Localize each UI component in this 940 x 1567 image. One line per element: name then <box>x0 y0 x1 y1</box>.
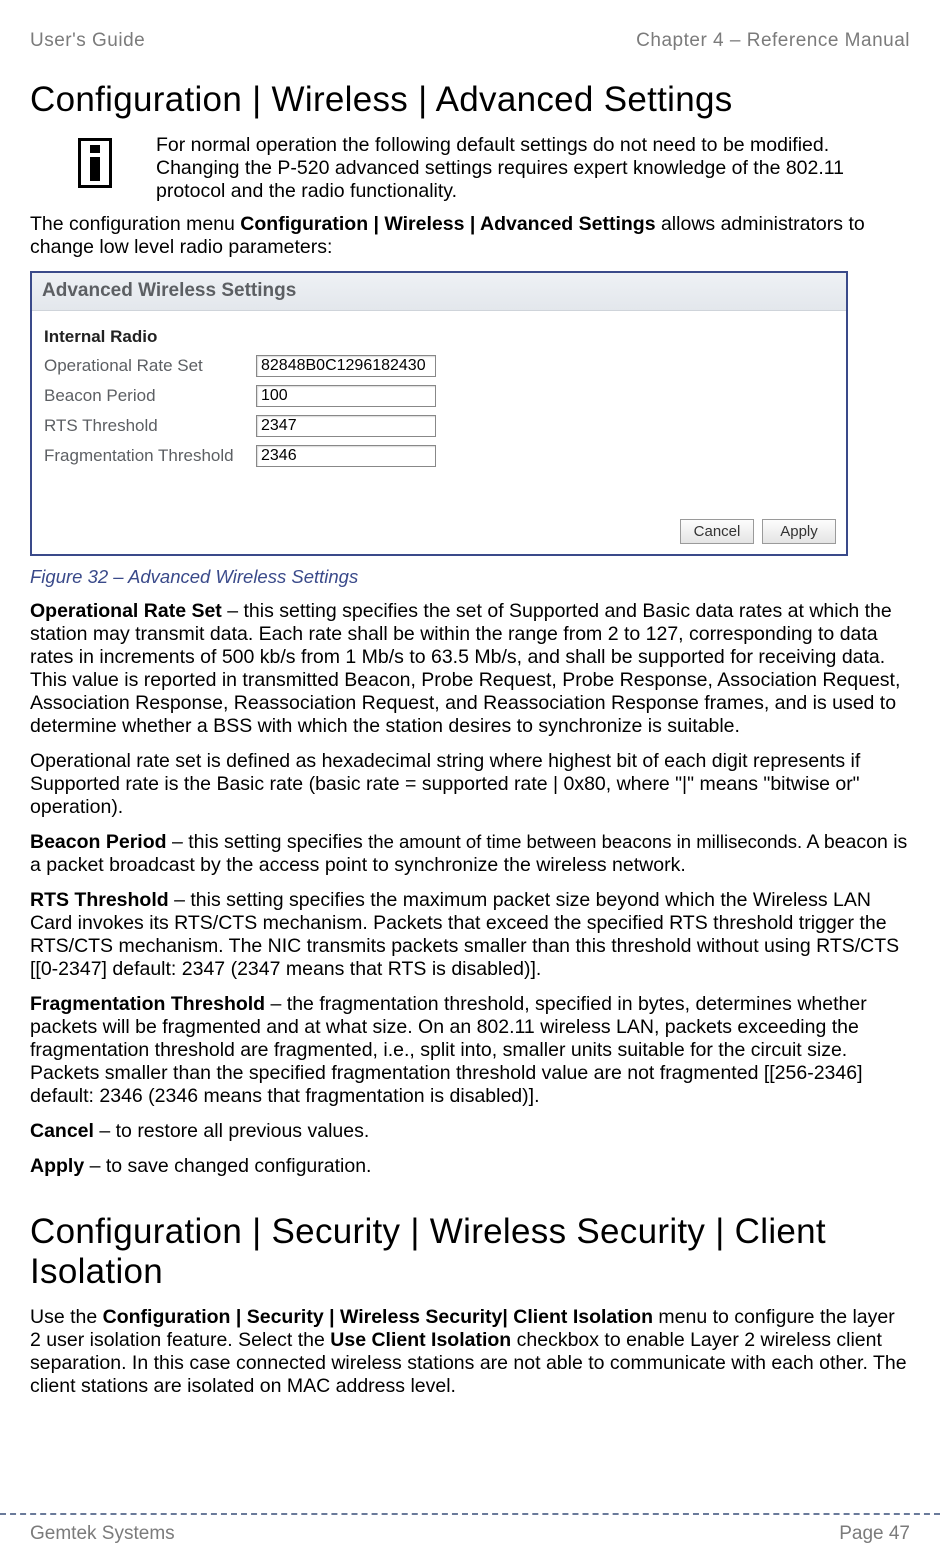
figure-caption: Figure 32 – Advanced Wireless Settings <box>30 566 910 588</box>
para-beacon-t2: the amount of time between beacons in mi… <box>368 831 802 852</box>
section-title-wireless-advanced: Configuration | Wireless | Advanced Sett… <box>30 80 910 120</box>
info-icon <box>78 138 112 188</box>
para-client-isolation: Use the Configuration | Security | Wirel… <box>30 1306 908 1398</box>
row-fragmentation-threshold: Fragmentation Threshold <box>44 445 836 467</box>
input-rts-threshold[interactable] <box>256 415 436 437</box>
para-fragmentation-threshold: Fragmentation Threshold – the fragmentat… <box>30 993 908 1108</box>
para-apply: Apply – to save changed configuration. <box>30 1155 908 1178</box>
para-rts-threshold: RTS Threshold – this setting specifies t… <box>30 889 908 981</box>
panel-title: Advanced Wireless Settings <box>32 273 846 311</box>
intro-bold: Configuration | Wireless | Advanced Sett… <box>240 213 655 235</box>
row-beacon-period: Beacon Period <box>44 385 836 407</box>
para-beacon-period: Beacon Period – this setting specifies t… <box>30 831 908 877</box>
page-footer: Gemtek Systems Page 47 <box>30 1523 910 1545</box>
intro-pre: The configuration menu <box>30 213 240 235</box>
header-right: Chapter 4 – Reference Manual <box>636 30 910 52</box>
label-fragmentation-threshold: Fragmentation Threshold <box>44 446 256 466</box>
para-apply-text: – to save changed configuration. <box>84 1155 371 1177</box>
row-operational-rate-set: Operational Rate Set <box>44 355 836 377</box>
cancel-button[interactable]: Cancel <box>680 519 754 544</box>
info-text: For normal operation the following defau… <box>156 134 910 203</box>
input-operational-rate-set[interactable] <box>256 355 436 377</box>
info-block: For normal operation the following defau… <box>78 134 910 203</box>
label-beacon-period: Beacon Period <box>44 386 256 406</box>
ci-b2: Use Client Isolation <box>330 1329 511 1351</box>
ci-b1: Configuration | Security | Wireless Secu… <box>103 1306 653 1328</box>
para-frag-label: Fragmentation Threshold <box>30 993 265 1015</box>
panel-subhead: Internal Radio <box>44 327 836 347</box>
label-operational-rate-set: Operational Rate Set <box>44 356 256 376</box>
footer-separator <box>0 1513 940 1515</box>
para-apply-label: Apply <box>30 1155 84 1177</box>
header-left: User's Guide <box>30 30 145 52</box>
label-rts-threshold: RTS Threshold <box>44 416 256 436</box>
screenshot-advanced-wireless: Advanced Wireless Settings Internal Radi… <box>30 271 848 556</box>
section-title-client-isolation: Configuration | Security | Wireless Secu… <box>30 1212 910 1292</box>
para-beacon-label: Beacon Period <box>30 831 167 853</box>
panel-body: Internal Radio Operational Rate Set Beac… <box>32 311 846 485</box>
para-cancel-label: Cancel <box>30 1120 94 1142</box>
para-ors-hex: Operational rate set is defined as hexad… <box>30 750 908 819</box>
para-ors-label: Operational Rate Set <box>30 600 222 622</box>
input-beacon-period[interactable] <box>256 385 436 407</box>
input-fragmentation-threshold[interactable] <box>256 445 436 467</box>
page-header: User's Guide Chapter 4 – Reference Manua… <box>30 30 910 52</box>
para-operational-rate-set: Operational Rate Set – this setting spec… <box>30 600 908 738</box>
footer-left: Gemtek Systems <box>30 1523 175 1545</box>
para-rts-label: RTS Threshold <box>30 889 169 911</box>
ci-t1: Use the <box>30 1306 103 1328</box>
para-beacon-t1: – this setting specifies <box>167 831 369 853</box>
panel-footer: Cancel Apply <box>32 485 846 554</box>
row-rts-threshold: RTS Threshold <box>44 415 836 437</box>
para-cancel: Cancel – to restore all previous values. <box>30 1120 908 1143</box>
apply-button[interactable]: Apply <box>762 519 836 544</box>
intro-paragraph: The configuration menu Configuration | W… <box>30 213 908 259</box>
para-cancel-text: – to restore all previous values. <box>94 1120 369 1142</box>
footer-right: Page 47 <box>839 1523 910 1545</box>
